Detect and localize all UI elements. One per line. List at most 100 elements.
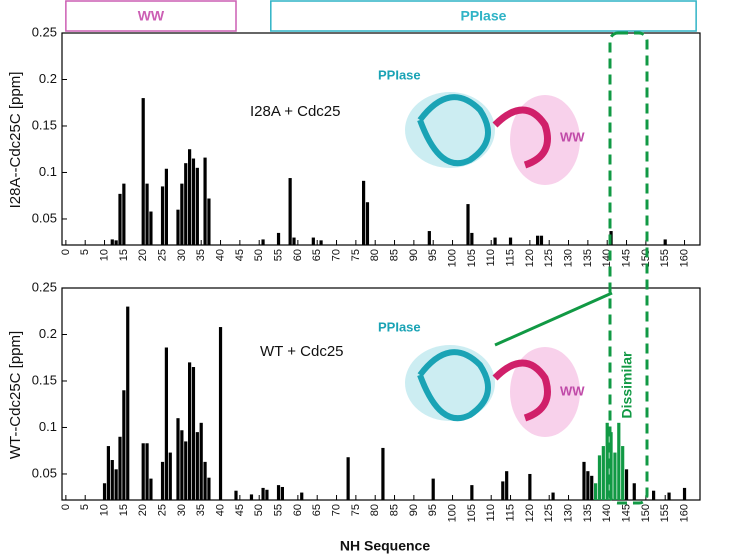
bar — [199, 422, 203, 500]
bar — [180, 430, 184, 500]
x-tick-label: 160 — [678, 249, 690, 267]
x-tick-label: 55 — [272, 504, 284, 516]
x-tick-label: 155 — [659, 504, 671, 522]
x-tick-label: 15 — [118, 249, 130, 261]
bar — [122, 183, 126, 245]
x-tick-label: 70 — [330, 249, 342, 261]
domain-box — [65, 0, 237, 32]
bar — [493, 237, 497, 245]
x-tick-label: 80 — [369, 249, 381, 261]
bar — [164, 347, 168, 500]
bar — [114, 240, 118, 245]
bar — [184, 441, 188, 500]
bar — [276, 232, 281, 245]
panel: 0.05 0.1 0.15 0.2 0.25 0 5 10 15 20 25 30 35 40 45 50 55… — [32, 279, 701, 522]
x-tick-label: 35 — [195, 249, 207, 261]
x-tick-label: 15 — [118, 504, 130, 516]
bar — [184, 163, 188, 245]
x-tick-label: 160 — [678, 504, 690, 522]
x-tick-label: 100 — [446, 504, 458, 522]
x-tick-label: 125 — [543, 504, 555, 522]
bar — [427, 231, 431, 245]
x-tick-label: 45 — [234, 504, 246, 516]
x-tick-label: 130 — [562, 504, 574, 522]
y-tick-label: 0.05 — [32, 210, 57, 225]
x-tick-label: 20 — [137, 249, 149, 261]
bar — [505, 471, 509, 500]
x-tick-label: 60 — [292, 249, 304, 261]
bar — [300, 492, 304, 500]
bar — [663, 239, 667, 245]
inset-label: PPIase — [378, 67, 421, 82]
bar — [261, 487, 265, 500]
panel: 0.05 0.1 0.15 0.2 0.25 0 5 10 15 20 25 30 35 40 45 50 55… — [32, 0, 701, 267]
bar — [288, 178, 292, 245]
domain-label: PPIase — [460, 8, 506, 24]
panel-annotation: WT + Cdc25 — [260, 343, 344, 360]
bar — [613, 452, 617, 500]
y-tick-label: 0.1 — [39, 164, 57, 179]
x-tick-label: 5 — [79, 504, 91, 510]
bar — [265, 489, 269, 500]
bar — [601, 446, 605, 500]
x-tick-label: 135 — [582, 249, 594, 267]
x-tick-label: 115 — [504, 249, 516, 267]
bar — [126, 306, 130, 500]
bar — [203, 461, 207, 500]
bar — [501, 481, 505, 500]
x-tick-label: 130 — [562, 249, 574, 267]
plot-frame — [61, 32, 701, 246]
bar — [218, 327, 223, 500]
x-tick-label: 95 — [427, 504, 439, 516]
inset-label: WW — [560, 383, 585, 398]
y-tick-label: 0.05 — [32, 465, 57, 480]
bar — [528, 473, 532, 500]
bar — [145, 443, 149, 500]
bar — [106, 446, 110, 500]
bar — [551, 492, 555, 500]
x-tick-label: 5 — [79, 249, 91, 255]
x-tick-label: 10 — [98, 504, 110, 516]
bar — [188, 362, 192, 500]
x-tick-label: 60 — [292, 504, 304, 516]
bar — [160, 461, 165, 500]
bar — [191, 158, 196, 245]
x-tick-label: 110 — [485, 504, 497, 522]
x-tick-label: 65 — [311, 504, 323, 516]
x-tick-label: 65 — [311, 249, 323, 261]
x-tick-label: 105 — [466, 249, 478, 267]
y-tick-label: 0.1 — [39, 419, 57, 434]
y-tick-label: 0.2 — [39, 326, 57, 341]
x-tick-label: 70 — [330, 504, 342, 516]
bar — [605, 422, 609, 500]
bar — [141, 443, 145, 500]
x-tick-label: 75 — [350, 249, 362, 261]
x-tick-label: 125 — [543, 249, 555, 267]
bar — [311, 237, 315, 245]
bar — [114, 469, 118, 500]
y-tick-label: 0.15 — [32, 117, 57, 132]
bar — [539, 235, 544, 245]
y-axis-label: I28A--Cdc25C [ppm] — [7, 72, 24, 209]
x-tick-label: 40 — [214, 249, 226, 261]
x-tick-label: 135 — [582, 504, 594, 522]
x-tick-label: 145 — [620, 249, 632, 267]
y-tick-label: 0.25 — [32, 24, 57, 39]
x-tick-label: 105 — [466, 504, 478, 522]
bar — [195, 432, 199, 500]
x-tick-label: 30 — [176, 249, 188, 261]
bar — [110, 239, 114, 245]
x-tick-label: 35 — [195, 504, 207, 516]
bar — [582, 461, 586, 500]
x-tick-label: 20 — [137, 504, 149, 516]
bar — [621, 446, 625, 500]
bar — [346, 457, 350, 500]
bar — [141, 98, 145, 245]
x-tick-label: 155 — [659, 249, 671, 267]
bar — [586, 471, 590, 500]
bar — [652, 490, 656, 500]
bar — [632, 483, 636, 500]
highlight-box — [608, 31, 649, 505]
bar — [365, 202, 370, 245]
